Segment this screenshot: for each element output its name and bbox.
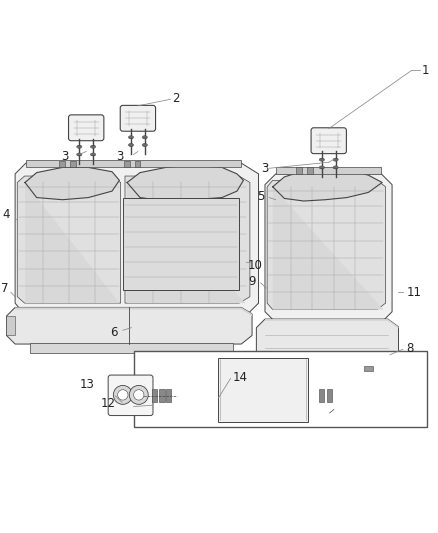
Bar — [319, 389, 324, 402]
Text: 11: 11 — [406, 286, 421, 299]
Text: 13: 13 — [80, 378, 94, 391]
Text: 8: 8 — [406, 342, 413, 355]
FancyBboxPatch shape — [311, 128, 346, 154]
Bar — [135, 160, 141, 167]
Text: 9: 9 — [248, 275, 255, 288]
Text: 3: 3 — [261, 162, 268, 175]
Bar — [307, 167, 313, 174]
Text: 12: 12 — [100, 397, 116, 410]
Bar — [134, 351, 427, 427]
FancyBboxPatch shape — [68, 115, 104, 141]
Circle shape — [118, 390, 128, 400]
Text: 7: 7 — [1, 282, 9, 295]
Bar — [26, 160, 241, 167]
Polygon shape — [265, 319, 399, 328]
Text: 14: 14 — [233, 371, 247, 384]
Bar — [276, 167, 381, 174]
Bar — [123, 198, 239, 290]
Text: 6: 6 — [110, 326, 118, 340]
Text: 2: 2 — [172, 92, 180, 105]
Ellipse shape — [91, 145, 95, 148]
Text: 3: 3 — [117, 150, 124, 163]
Bar — [152, 389, 157, 402]
Bar — [60, 160, 65, 167]
Polygon shape — [273, 168, 383, 310]
Polygon shape — [25, 167, 120, 303]
Ellipse shape — [319, 166, 325, 169]
Ellipse shape — [91, 153, 95, 156]
Ellipse shape — [333, 158, 338, 161]
Ellipse shape — [128, 136, 134, 139]
Polygon shape — [7, 308, 252, 344]
Polygon shape — [15, 163, 258, 316]
FancyBboxPatch shape — [108, 375, 153, 416]
Circle shape — [113, 385, 132, 405]
Ellipse shape — [333, 166, 338, 169]
Text: 3: 3 — [62, 150, 69, 163]
Bar — [70, 160, 76, 167]
Ellipse shape — [77, 153, 82, 156]
Polygon shape — [17, 176, 120, 303]
Polygon shape — [125, 176, 250, 303]
Bar — [297, 167, 302, 174]
Bar — [218, 358, 308, 422]
Text: 10: 10 — [248, 259, 263, 272]
Polygon shape — [15, 308, 252, 316]
Circle shape — [134, 390, 144, 400]
Polygon shape — [127, 165, 246, 303]
Circle shape — [129, 385, 148, 405]
Ellipse shape — [128, 143, 134, 147]
Ellipse shape — [319, 158, 325, 161]
Bar — [159, 389, 165, 402]
Bar — [327, 389, 332, 402]
Polygon shape — [265, 174, 392, 322]
Bar — [124, 160, 130, 167]
Bar — [364, 366, 373, 371]
Text: 1: 1 — [421, 64, 429, 77]
Polygon shape — [267, 180, 385, 310]
Ellipse shape — [142, 136, 147, 139]
Polygon shape — [256, 319, 399, 372]
Bar — [282, 366, 291, 371]
Text: 4: 4 — [3, 208, 10, 221]
Text: 5: 5 — [257, 190, 264, 203]
Bar — [166, 389, 171, 402]
Ellipse shape — [77, 145, 82, 148]
Bar — [30, 343, 233, 353]
FancyBboxPatch shape — [120, 106, 155, 131]
Ellipse shape — [142, 143, 147, 147]
Polygon shape — [7, 316, 15, 335]
